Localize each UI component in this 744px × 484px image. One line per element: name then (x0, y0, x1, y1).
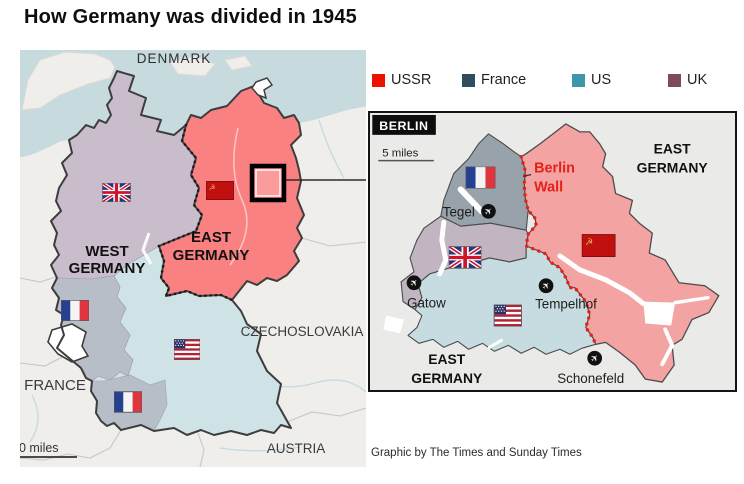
label-east-germany-2: GERMANY (173, 247, 250, 264)
label-west-germany-1: WEST (85, 243, 128, 260)
legend-swatch-us (572, 73, 585, 87)
legend-item-us: US (572, 72, 611, 88)
legend-swatch-uk (668, 73, 681, 87)
airport-label-gatow: Gatow (407, 296, 446, 311)
tempelhof-airport-icon (538, 278, 554, 294)
france-sector-flag (465, 166, 496, 189)
label-france: FRANCE (24, 377, 86, 394)
france-flag-south (114, 391, 142, 413)
germany-map: DENMARK WEST GERMANY EAST GERMANY FRANCE… (20, 50, 366, 467)
inset-label-east-germany-bottom-2: GERMANY (411, 370, 483, 386)
legend-swatch-ussr (372, 73, 385, 87)
inset-scale-label: 5 miles (382, 148, 418, 160)
tegel-airport-icon (481, 203, 496, 219)
inner-german-border-dotted (157, 123, 234, 302)
west-germany-outline (50, 70, 292, 436)
inset-label-east-germany-top-1: EAST (654, 141, 692, 157)
wall-label-2: Wall (534, 179, 563, 195)
berlin-inset-map: BERLIN 5 miles EAST GERMANY EAST GERMANY… (368, 111, 737, 392)
legend-item-ussr: USSR (372, 72, 431, 88)
gatow-airport-icon (406, 275, 422, 291)
label-denmark: DENMARK (137, 51, 212, 66)
page-title: How Germany was divided in 1945 (24, 6, 357, 28)
label-east-germany-1: EAST (191, 229, 231, 246)
wall-label-1: Berlin (534, 161, 575, 177)
legend-label-france: France (481, 72, 527, 88)
uk-sector-flag (449, 247, 482, 269)
label-west-germany-2: GERMANY (69, 260, 146, 277)
saarland (47, 323, 90, 363)
ussr-sector-flag (581, 234, 616, 257)
berlin-locator-inner (255, 169, 281, 197)
legend-item-france: France (462, 72, 526, 88)
ruegen-island (251, 77, 274, 100)
airport-label-tegel: Tegel (443, 204, 475, 219)
berlin-locator-box (249, 163, 287, 203)
wall-label-tick (523, 173, 532, 178)
airport-label-schonefeld: Schonefeld (557, 371, 624, 386)
berlin-rivers (437, 186, 710, 367)
berlin-lakes (383, 301, 676, 334)
us-flag (174, 339, 200, 360)
berlin-wall-dotted (519, 154, 598, 347)
france-flag-west (61, 300, 89, 321)
inset-label-east-germany-bottom-1: EAST (428, 351, 466, 367)
weser-river (141, 232, 153, 265)
airport-label-tempelhof: Tempelhof (535, 297, 597, 312)
label-czechoslovakia: CZECHOSLOVAKIA (241, 324, 364, 339)
denmark-land (21, 51, 253, 111)
legend-swatch-france (462, 73, 475, 87)
elbe-river (229, 127, 248, 266)
schonefeld-airport-icon (587, 350, 603, 366)
ussr-flag (206, 181, 234, 200)
inset-title-box (372, 114, 436, 135)
sector-us (407, 245, 597, 355)
inset-title: BERLIN (379, 119, 428, 133)
credit-line: Graphic by The Times and Sunday Times (371, 447, 582, 459)
inset-label-east-germany-top-2: GERMANY (637, 160, 709, 176)
label-austria: AUSTRIA (267, 441, 326, 456)
rivers (29, 119, 366, 452)
scale-label: 00 miles (20, 441, 59, 455)
legend-item-uk: UK (668, 72, 707, 88)
us-sector-flag (493, 304, 523, 327)
country-borders (20, 237, 366, 467)
legend-label-uk: UK (687, 72, 708, 88)
legend-label-us: US (591, 72, 612, 88)
legend-label-ussr: USSR (391, 72, 432, 88)
uk-flag (102, 183, 131, 202)
